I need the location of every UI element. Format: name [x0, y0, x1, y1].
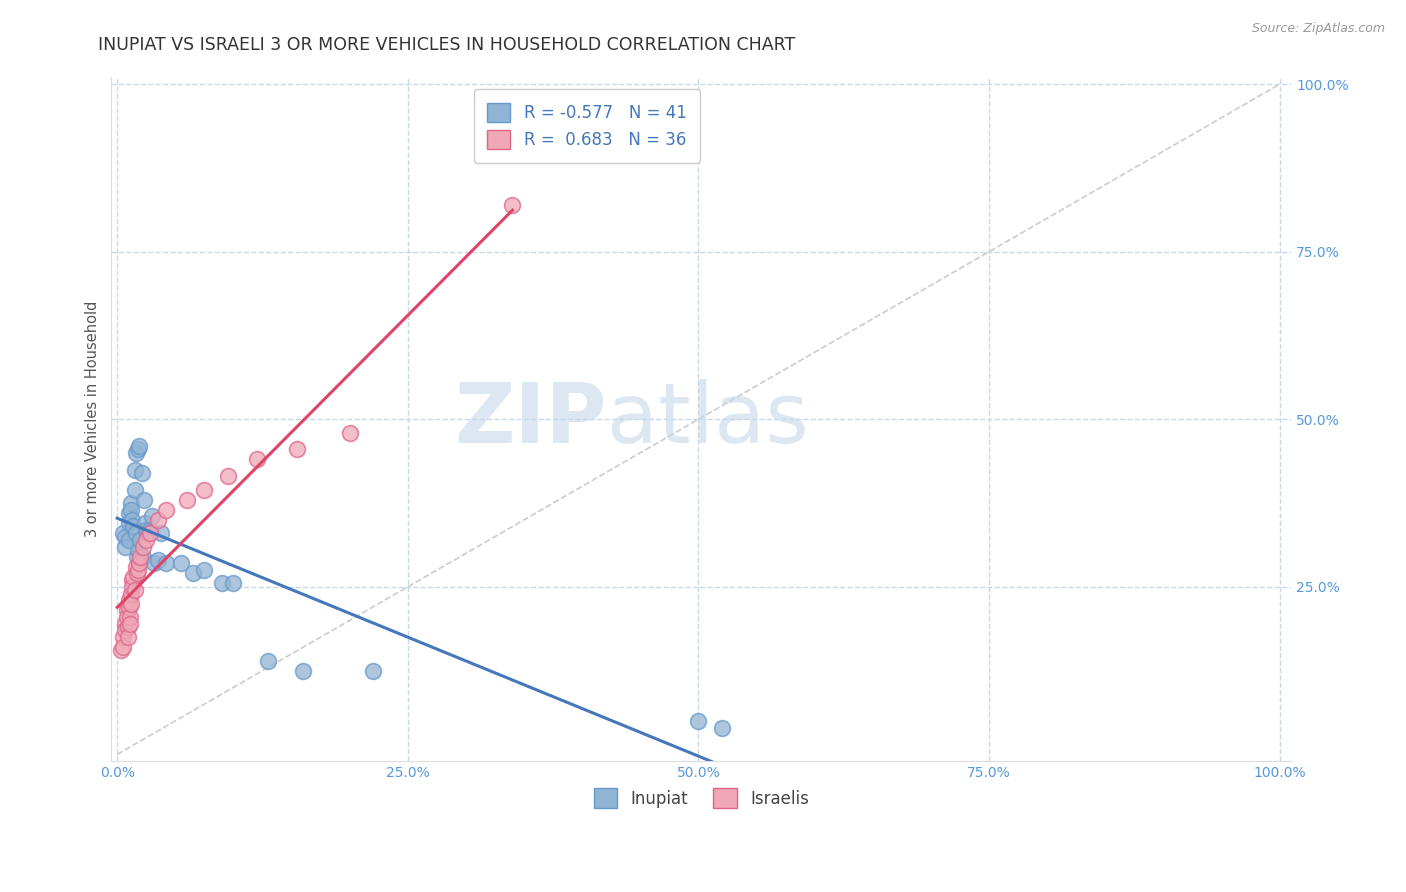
Point [141, 509, 163, 524]
Point [118, 533, 141, 547]
Text: ZIP: ZIP [454, 379, 607, 459]
Point [120, 597, 142, 611]
Point [134, 516, 156, 530]
Point [117, 630, 139, 644]
Point [115, 610, 138, 624]
Point [122, 519, 145, 533]
Point [118, 593, 141, 607]
Point [124, 483, 146, 497]
Point [114, 540, 136, 554]
Point [176, 492, 198, 507]
Point [131, 466, 153, 480]
Point [150, 526, 173, 541]
Point [688, 714, 710, 728]
Point [122, 570, 145, 584]
Point [114, 530, 136, 544]
Point [132, 549, 155, 564]
Point [136, 526, 159, 541]
Point [120, 502, 142, 516]
Point [181, 566, 204, 581]
Point [128, 557, 150, 571]
Point [112, 640, 135, 654]
Point [170, 557, 193, 571]
Point [222, 576, 245, 591]
Point [287, 442, 309, 457]
Point [125, 446, 148, 460]
Point [120, 496, 142, 510]
Point [339, 425, 361, 440]
Point [217, 469, 239, 483]
Point [121, 573, 143, 587]
Point [129, 549, 152, 564]
Point [127, 442, 149, 457]
Point [125, 559, 148, 574]
Point [118, 599, 141, 614]
Point [124, 583, 146, 598]
Point [110, 643, 132, 657]
Text: atlas: atlas [607, 379, 808, 459]
Point [155, 557, 177, 571]
Point [127, 543, 149, 558]
Point [114, 616, 136, 631]
Point [257, 654, 280, 668]
Point [710, 721, 733, 735]
Point [125, 566, 148, 581]
Point [118, 610, 141, 624]
Point [125, 549, 148, 564]
Point [193, 483, 215, 497]
Point [112, 630, 135, 644]
Point [135, 533, 157, 547]
Point [118, 516, 141, 530]
Point [155, 502, 177, 516]
Point [124, 462, 146, 476]
Point [193, 563, 215, 577]
Point [146, 513, 169, 527]
Point [501, 198, 523, 212]
Point [121, 580, 143, 594]
Legend: Inupiat, Israelis: Inupiat, Israelis [588, 781, 815, 814]
Point [120, 586, 142, 600]
Point [118, 616, 141, 631]
Point [146, 553, 169, 567]
Point [143, 557, 166, 571]
Point [121, 513, 143, 527]
Text: Source: ZipAtlas.com: Source: ZipAtlas.com [1251, 22, 1385, 36]
Point [139, 526, 162, 541]
Point [129, 533, 152, 547]
Point [139, 523, 162, 537]
Point [135, 523, 157, 537]
Point [117, 620, 139, 634]
Text: INUPIAT VS ISRAELI 3 OR MORE VEHICLES IN HOUSEHOLD CORRELATION CHART: INUPIAT VS ISRAELI 3 OR MORE VEHICLES IN… [98, 36, 796, 54]
Point [132, 492, 155, 507]
Point [246, 452, 269, 467]
Point [125, 526, 148, 541]
Point [115, 603, 138, 617]
Point [128, 439, 150, 453]
Y-axis label: 3 or more Vehicles in Household: 3 or more Vehicles in Household [86, 301, 100, 538]
Point [132, 540, 155, 554]
Point [118, 506, 141, 520]
Point [127, 563, 149, 577]
Point [361, 664, 384, 678]
Point [112, 526, 135, 541]
Point [211, 576, 233, 591]
Point [114, 624, 136, 638]
Point [292, 664, 315, 678]
